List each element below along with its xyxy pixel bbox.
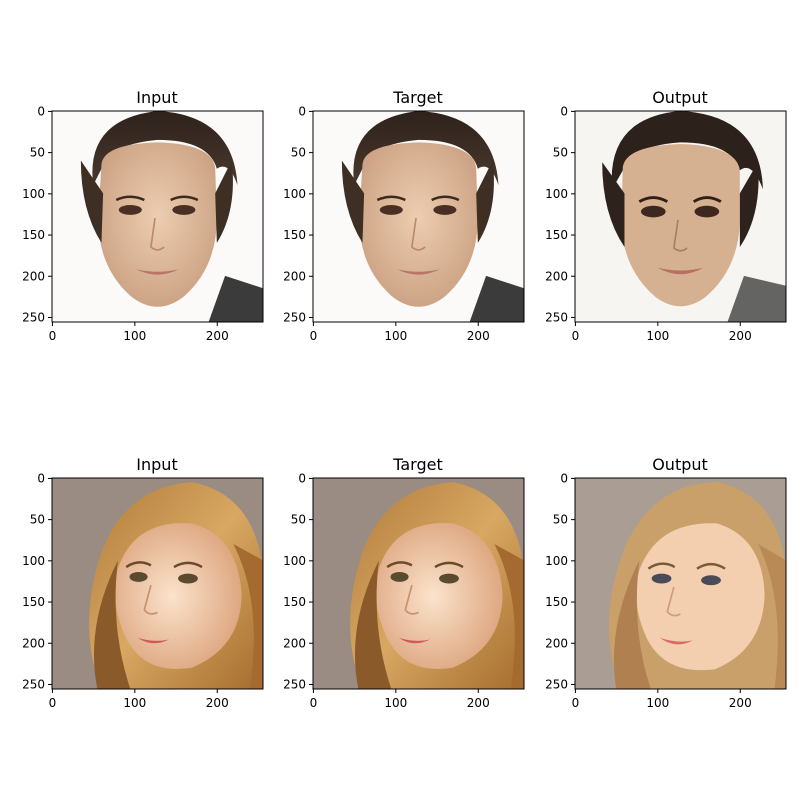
y-tick-label: 100	[545, 187, 568, 201]
panel-row2-output: Output	[575, 455, 786, 689]
panel-title: Input	[136, 455, 177, 474]
x-tick-label: 100	[384, 696, 407, 710]
x-tick-label: 100	[646, 696, 669, 710]
face-photo-blonde-hair	[52, 478, 263, 689]
x-tick-label: 0	[49, 696, 57, 710]
y-tick-label: 200	[22, 636, 45, 650]
x-tick-label: 100	[384, 329, 407, 343]
y-tick-label: 100	[22, 187, 45, 201]
axes-frame	[51, 110, 264, 323]
x-tick-label: 200	[729, 329, 752, 343]
y-tick-label: 200	[283, 269, 306, 283]
panel-row1-output: Output	[575, 88, 786, 322]
y-tick-label: 0	[298, 471, 306, 485]
y-tick-label: 150	[22, 595, 45, 609]
y-tick-label: 0	[37, 471, 45, 485]
axes-frame	[312, 110, 525, 323]
face-photo-short-hair	[52, 111, 263, 322]
y-tick-label: 0	[560, 104, 568, 118]
y-tick-label: 200	[545, 269, 568, 283]
y-tick-label: 0	[37, 104, 45, 118]
x-tick-label: 100	[123, 329, 146, 343]
x-tick-label: 200	[729, 696, 752, 710]
face-photo-blonde-hair-generated	[575, 478, 786, 689]
x-tick-label: 0	[49, 329, 57, 343]
y-tick-label: 100	[22, 554, 45, 568]
x-tick-label: 0	[572, 329, 580, 343]
y-tick-label: 50	[30, 513, 45, 527]
x-tick-label: 0	[310, 696, 318, 710]
x-tick-label: 200	[467, 329, 490, 343]
x-tick-label: 100	[646, 329, 669, 343]
panel-title: Target	[392, 455, 443, 474]
y-tick-label: 150	[283, 228, 306, 242]
x-tick-label: 200	[467, 696, 490, 710]
x-tick-label: 200	[206, 329, 229, 343]
x-tick-label: 0	[572, 696, 580, 710]
y-tick-label: 150	[283, 595, 306, 609]
panel-title: Output	[652, 455, 708, 474]
axes-frame	[312, 477, 525, 690]
axes-frame	[51, 477, 264, 690]
face-photo-short-hair-generated	[575, 111, 786, 322]
axes-frame	[574, 477, 787, 690]
y-tick-label: 0	[560, 471, 568, 485]
y-tick-label: 50	[291, 513, 306, 527]
face-photo-short-hair	[313, 111, 524, 322]
panel-title: Output	[652, 88, 708, 107]
y-tick-label: 150	[545, 228, 568, 242]
panel-row2-target: Target	[313, 455, 524, 689]
panel-row2-input: Input	[52, 455, 263, 689]
panel-title: Target	[392, 88, 443, 107]
y-tick-label: 200	[283, 636, 306, 650]
y-tick-label: 100	[283, 187, 306, 201]
y-tick-label: 0	[298, 104, 306, 118]
y-tick-label: 150	[545, 595, 568, 609]
x-tick-label: 200	[206, 696, 229, 710]
y-tick-label: 50	[291, 146, 306, 160]
x-tick-label: 0	[310, 329, 318, 343]
y-tick-label: 250	[545, 677, 568, 691]
x-tick-label: 100	[123, 696, 146, 710]
y-tick-label: 100	[545, 554, 568, 568]
y-tick-label: 250	[283, 310, 306, 324]
y-tick-label: 150	[22, 228, 45, 242]
axes-layer: 0 100 200 0 50 100 150 200 250 0 100 200 0 50 100 150 20…	[22, 104, 787, 710]
y-tick-label: 250	[283, 677, 306, 691]
panel-row1-target: Target	[313, 88, 524, 322]
y-tick-label: 50	[553, 146, 568, 160]
y-tick-label: 200	[22, 269, 45, 283]
y-tick-label: 250	[22, 310, 45, 324]
panel-row1-input: Input	[52, 88, 263, 322]
y-tick-label: 100	[283, 554, 306, 568]
y-tick-label: 250	[545, 310, 568, 324]
y-tick-label: 50	[30, 146, 45, 160]
y-tick-label: 200	[545, 636, 568, 650]
y-tick-label: 50	[553, 513, 568, 527]
face-photo-blonde-hair	[313, 478, 524, 689]
panel-title: Input	[136, 88, 177, 107]
axes-frame	[574, 110, 787, 323]
y-tick-label: 250	[22, 677, 45, 691]
